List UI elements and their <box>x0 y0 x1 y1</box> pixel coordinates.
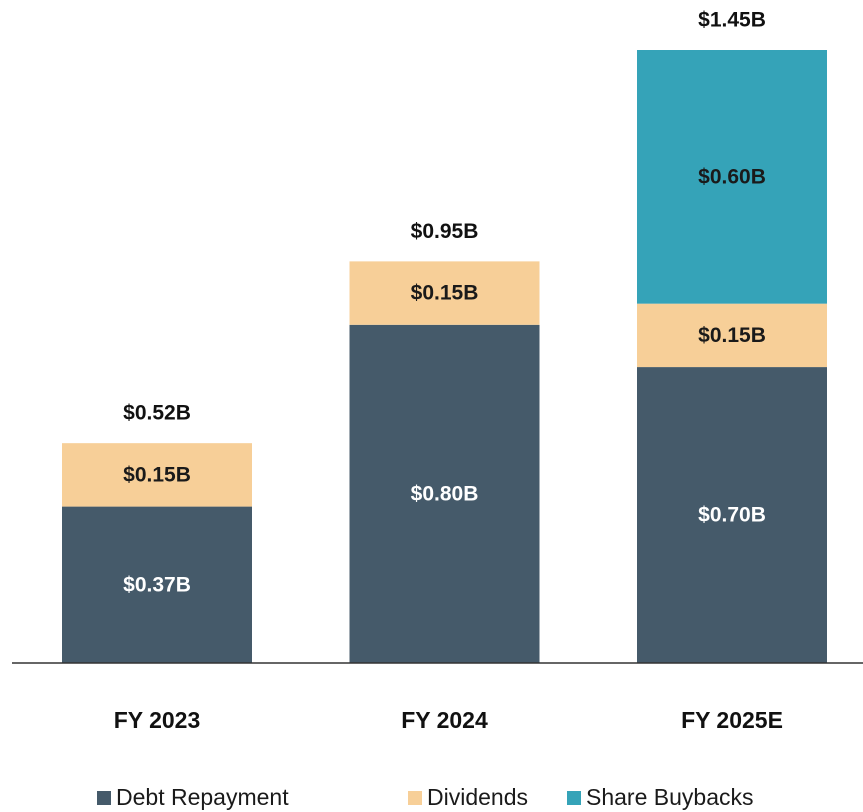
value-label: $0.37B <box>123 573 191 596</box>
value-label: $0.15B <box>123 463 191 486</box>
x-tick-label: FY 2025E <box>681 707 783 733</box>
total-label: $0.95B <box>411 220 479 243</box>
value-label: $0.15B <box>698 324 766 347</box>
bar-segment <box>62 506 252 663</box>
x-tick-label: FY 2024 <box>401 707 488 733</box>
value-label: $0.70B <box>698 504 766 527</box>
x-tick-label: FY 2023 <box>114 707 201 733</box>
bar-segment <box>349 324 540 663</box>
total-label: $1.45B <box>698 9 766 32</box>
legend-label: Dividends <box>427 784 528 810</box>
total-label: $0.52B <box>123 402 191 425</box>
bar-segment <box>349 261 540 325</box>
value-label: $0.60B <box>698 165 766 188</box>
legend-label: Debt Repayment <box>116 784 289 810</box>
bar-segment <box>637 367 827 663</box>
bar-segment <box>637 50 827 304</box>
legend-label: Share Buybacks <box>586 784 753 810</box>
legend-swatch <box>408 791 422 805</box>
bar-segment <box>62 443 252 507</box>
legend-swatch <box>97 791 111 805</box>
legend-swatch <box>567 791 581 805</box>
value-label: $0.80B <box>411 482 479 505</box>
bar-segment <box>637 303 827 368</box>
value-label: $0.15B <box>411 282 479 305</box>
